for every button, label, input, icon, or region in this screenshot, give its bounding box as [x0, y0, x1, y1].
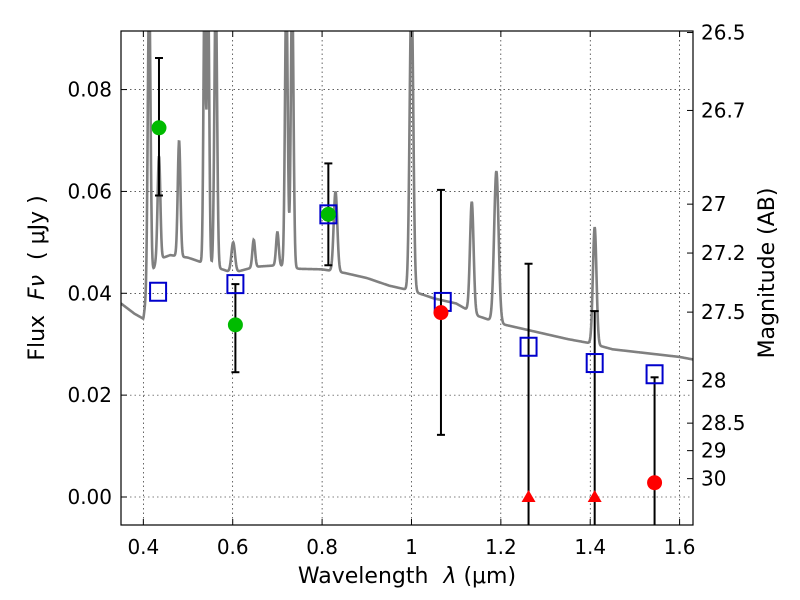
mag-tick-label: 27.2	[701, 241, 746, 265]
mag-tick-label: 27.5	[701, 300, 746, 324]
observed-photometry	[151, 120, 663, 502]
mag-tick-label: 28	[701, 368, 726, 392]
mag-tick-label: 30	[701, 467, 726, 491]
x-tick-label: 1.4	[574, 535, 606, 559]
upper-limit-marker	[521, 489, 536, 502]
x-tick-label: 0.8	[306, 535, 338, 559]
detection-point	[227, 317, 243, 333]
model-flux-box	[585, 353, 604, 374]
y-tick-label: 0.00	[67, 485, 112, 509]
x-tick-label: 1.2	[485, 535, 517, 559]
upper-limit-point	[647, 475, 663, 491]
model-flux-box	[226, 274, 245, 295]
upper-limit-marker	[587, 489, 602, 502]
x-axis-label: Wavelength λ (μm)	[298, 564, 516, 589]
plot-frame	[120, 30, 694, 526]
y-axis-label: Flux Fν ( μJy )	[25, 195, 50, 360]
detection-point	[320, 206, 336, 222]
model-flux-box	[149, 281, 168, 302]
low-significance-point	[433, 305, 449, 321]
y2-axis-label: Magnitude (AB)	[755, 188, 780, 359]
template-spectrum	[121, 31, 693, 361]
template-spectrum-line	[121, 31, 693, 361]
x-tick-label: 1.6	[664, 535, 696, 559]
y-tick-label: 0.06	[67, 179, 112, 203]
mag-tick-label: 29	[701, 439, 726, 463]
mag-tick-label: 26.7	[701, 98, 746, 122]
error-bars	[154, 56, 659, 525]
detection-point	[151, 120, 167, 136]
model-flux-box	[519, 336, 538, 357]
mag-tick-label: 26.5	[701, 21, 746, 45]
x-tick-label: 0.4	[127, 535, 159, 559]
mag-tick-label: 28.5	[701, 411, 746, 435]
model-photometry	[149, 204, 664, 385]
y-tick-label: 0.04	[67, 281, 112, 305]
model-flux-box	[319, 204, 338, 225]
model-flux-box	[645, 364, 664, 385]
x-tick-label: 0.6	[217, 535, 249, 559]
x-tick-label: 1	[405, 535, 418, 559]
y-tick-label: 0.02	[67, 383, 112, 407]
y-tick-label: 0.08	[67, 78, 112, 102]
mag-tick-label: 27	[701, 192, 726, 216]
axis-ticks: 0.4 0.6 0.8 1 1.2 1.4 1.6 0.00 0.02 0.04 0.06 0.08 2…	[67, 21, 745, 559]
